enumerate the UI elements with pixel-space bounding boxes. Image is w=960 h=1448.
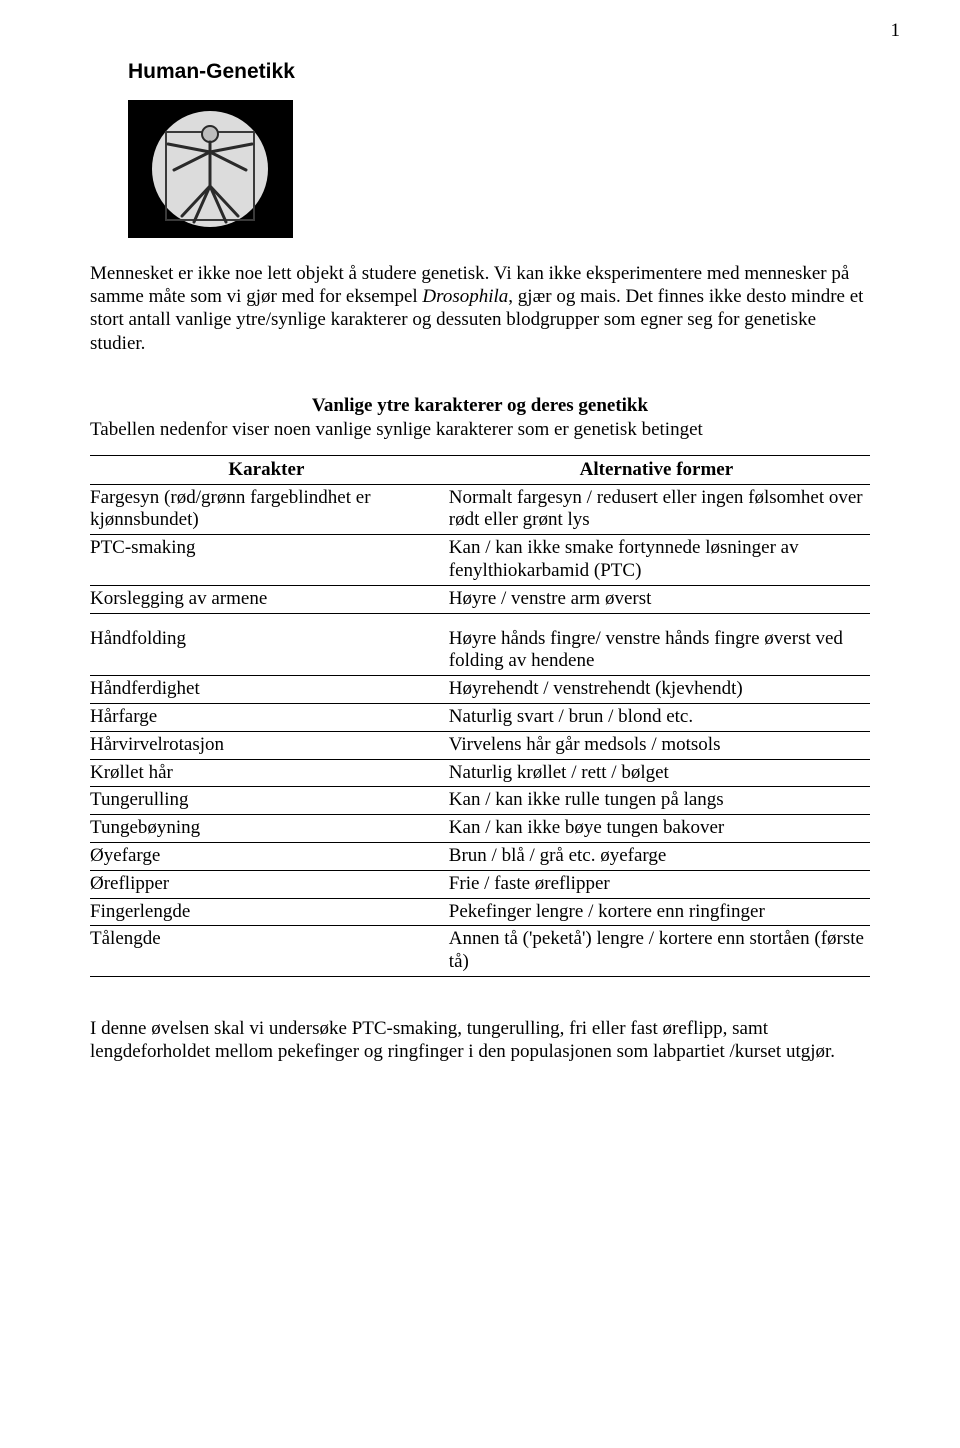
table-row: Krøllet hårNaturlig krøllet / rett / bøl… <box>90 759 870 787</box>
trait-name: Fingerlengde <box>90 898 449 926</box>
col-header-karakter: Karakter <box>90 455 449 484</box>
outro-paragraph: I denne øvelsen skal vi undersøke PTC-sm… <box>90 1017 870 1063</box>
trait-name: Hårvirvelrotasjon <box>90 731 449 759</box>
trait-name: Krøllet hår <box>90 759 449 787</box>
trait-alternatives: Brun / blå / grå etc. øyefarge <box>449 843 870 871</box>
trait-name: Hårfarge <box>90 704 449 732</box>
figure <box>128 100 870 238</box>
trait-alternatives: Høyre hånds fingre/ venstre hånds fingre… <box>449 613 870 676</box>
trait-alternatives: Virvelens hår går medsols / motsols <box>449 731 870 759</box>
trait-alternatives: Frie / faste øreflipper <box>449 870 870 898</box>
table-row: HårvirvelrotasjonVirvelens hår går medso… <box>90 731 870 759</box>
table-row: TungebøyningKan / kan ikke bøye tungen b… <box>90 815 870 843</box>
trait-name: Tungebøyning <box>90 815 449 843</box>
trait-alternatives: Normalt fargesyn / redusert eller ingen … <box>449 484 870 535</box>
table-row: ØreflipperFrie / faste øreflipper <box>90 870 870 898</box>
trait-name: Håndfolding <box>90 613 449 676</box>
page-title: Human-Genetikk <box>128 60 870 84</box>
trait-alternatives: Naturlig svart / brun / blond etc. <box>449 704 870 732</box>
trait-alternatives: Kan / kan ikke rulle tungen på langs <box>449 787 870 815</box>
table-row: ØyefargeBrun / blå / grå etc. øyefarge <box>90 843 870 871</box>
table-row: Fargesyn (rød/grønn fargeblindhet er kjø… <box>90 484 870 535</box>
trait-alternatives: Naturlig krøllet / rett / bølget <box>449 759 870 787</box>
table-row: HåndferdighetHøyrehendt / venstrehendt (… <box>90 676 870 704</box>
section-heading: Vanlige ytre karakterer og deres genetik… <box>90 395 870 417</box>
trait-name: Øreflipper <box>90 870 449 898</box>
table-row: TungerullingKan / kan ikke rulle tungen … <box>90 787 870 815</box>
trait-alternatives: Høyre / venstre arm øverst <box>449 585 870 613</box>
trait-name: Tungerulling <box>90 787 449 815</box>
trait-alternatives: Høyrehendt / venstrehendt (kjevhendt) <box>449 676 870 704</box>
trait-alternatives: Kan / kan ikke smake fortynnede løsninge… <box>449 535 870 586</box>
traits-table: Karakter Alternative former Fargesyn (rø… <box>90 455 870 977</box>
trait-name: Fargesyn (rød/grønn fargeblindhet er kjø… <box>90 484 449 535</box>
trait-alternatives: Pekefinger lengre / kortere enn ringfing… <box>449 898 870 926</box>
vitruvian-image <box>128 100 293 238</box>
intro-paragraph: Mennesket er ikke noe lett objekt å stud… <box>90 262 870 355</box>
trait-name: PTC-smaking <box>90 535 449 586</box>
trait-name: Øyefarge <box>90 843 449 871</box>
table-row: HåndfoldingHøyre hånds fingre/ venstre h… <box>90 613 870 676</box>
table-row: Korslegging av armeneHøyre / venstre arm… <box>90 585 870 613</box>
col-header-alternative: Alternative former <box>449 455 870 484</box>
trait-name: Korslegging av armene <box>90 585 449 613</box>
table-row: HårfargeNaturlig svart / brun / blond et… <box>90 704 870 732</box>
trait-name: Håndferdighet <box>90 676 449 704</box>
trait-alternatives: Annen tå ('peketå') lengre / kortere enn… <box>449 926 870 977</box>
page-number: 1 <box>891 20 901 42</box>
table-row: TålengdeAnnen tå ('peketå') lengre / kor… <box>90 926 870 977</box>
trait-alternatives: Kan / kan ikke bøye tungen bakover <box>449 815 870 843</box>
trait-name: Tålengde <box>90 926 449 977</box>
table-row: FingerlengdePekefinger lengre / kortere … <box>90 898 870 926</box>
table-row: PTC-smakingKan / kan ikke smake fortynne… <box>90 535 870 586</box>
table-intro: Tabellen nedenfor viser noen vanlige syn… <box>90 419 870 441</box>
